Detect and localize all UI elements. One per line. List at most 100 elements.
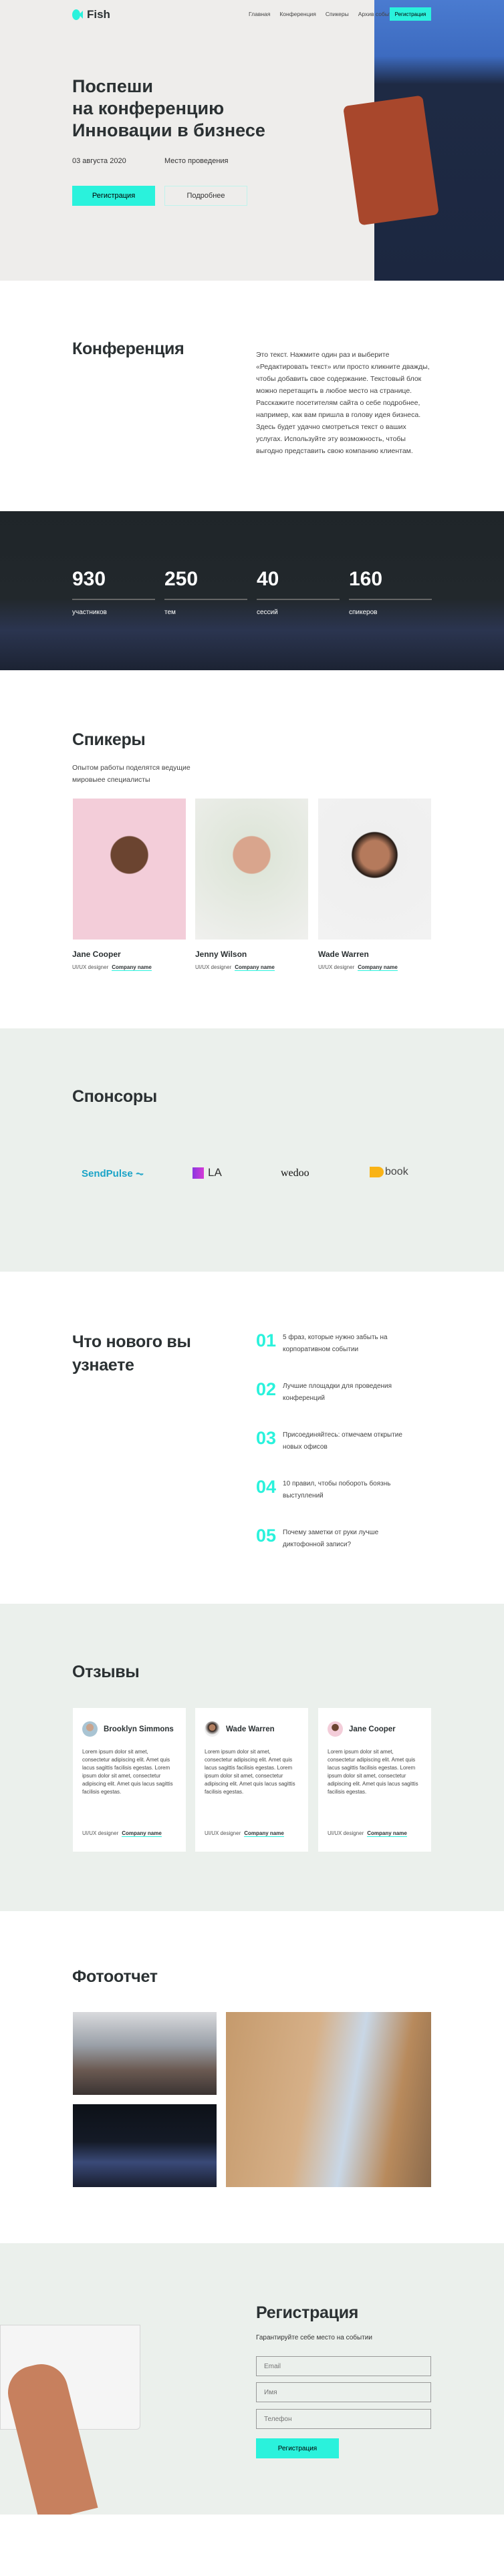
stat-item: 250 тем bbox=[164, 568, 247, 616]
review-card: Jane Cooper Lorem ipsum dolor sit amet, … bbox=[318, 1708, 431, 1852]
logo[interactable]: Fish bbox=[72, 8, 110, 21]
learn-number: 04 bbox=[256, 1477, 277, 1497]
nav-home[interactable]: Главная bbox=[249, 11, 271, 17]
phone-input[interactable] bbox=[256, 2409, 431, 2429]
review-card: Wade Warren Lorem ipsum dolor sit amet, … bbox=[195, 1708, 308, 1852]
speaker-meta: UI/UX designer Company name bbox=[318, 964, 398, 971]
avatar bbox=[82, 1721, 98, 1737]
speaker-name: Jane Cooper bbox=[72, 950, 121, 959]
reviewer-meta: UI/UX designer Company name bbox=[205, 1830, 284, 1837]
stat-item: 160 спикеров bbox=[349, 568, 432, 616]
nav-archive[interactable]: Архив событий bbox=[358, 11, 398, 17]
stat-item: 930 участников bbox=[72, 568, 155, 616]
learn-title: Что нового вы узнаете bbox=[72, 1332, 191, 1375]
stats-section: 930 участников 250 тем 40 сессий 160 спикеро… bbox=[0, 511, 504, 670]
review-text: Lorem ipsum dolor sit amet, consectetur … bbox=[82, 1749, 173, 1795]
stat-value: 40 bbox=[257, 568, 340, 600]
stat-label: сессий bbox=[257, 609, 278, 616]
reviewer-name: Brooklyn Simmons bbox=[104, 1725, 174, 1733]
speaker-name: Jenny Wilson bbox=[195, 950, 247, 959]
event-photo[interactable] bbox=[73, 2104, 217, 2187]
company-link[interactable]: Company name bbox=[112, 964, 152, 971]
speakers-subtitle: Опытом работы поделятся ведущие мировыее… bbox=[72, 764, 191, 784]
logo-text: book bbox=[385, 1166, 408, 1177]
learn-number: 03 bbox=[256, 1428, 277, 1448]
reviewer-name: Wade Warren bbox=[226, 1725, 275, 1733]
learn-text: Присоединяйтесь: отмечаем открытие новых… bbox=[283, 1431, 402, 1451]
stat-value: 160 bbox=[349, 568, 432, 600]
hero-title: Поспеши на конференцию Инновации в бизне… bbox=[72, 76, 265, 142]
sponsor-logo-book[interactable]: book bbox=[370, 1166, 408, 1178]
sponsors-section: Спонсоры SendPulse ⏦ LA wedoo book bbox=[0, 1028, 504, 1272]
registration-section: Регистрация Гарантируйте себе место на с… bbox=[0, 2243, 504, 2515]
speaker-photo bbox=[195, 799, 308, 940]
speaker-role: UI/UX designer bbox=[195, 964, 232, 970]
learn-item: 02 Лучшие площадки для проведения конфере… bbox=[256, 1379, 410, 1429]
stats-row: 930 участников 250 тем 40 сессий 160 спикеро… bbox=[72, 568, 432, 616]
event-date: 03 августа 2020 bbox=[72, 157, 126, 165]
hero-section: Fish Главная Конференция Спикеры Архив с… bbox=[0, 0, 504, 281]
learn-number: 02 bbox=[256, 1379, 277, 1399]
hero-title-line: Инновации в бизнесе bbox=[72, 120, 265, 140]
company-link[interactable]: Company name bbox=[235, 964, 275, 971]
review-text: Lorem ipsum dolor sit amet, consectetur … bbox=[205, 1749, 295, 1795]
nav-speakers[interactable]: Спикеры bbox=[325, 11, 349, 17]
speaker-card: Wade Warren UI/UX designer Company name bbox=[318, 950, 398, 971]
name-input[interactable] bbox=[256, 2382, 431, 2402]
reviewer-meta: UI/UX designer Company name bbox=[82, 1830, 162, 1837]
reviewer-meta: UI/UX designer Company name bbox=[328, 1830, 407, 1837]
review-text: Lorem ipsum dolor sit amet, consectetur … bbox=[328, 1749, 418, 1795]
learn-item: 03 Присоединяйтесь: отмечаем открытие нов… bbox=[256, 1428, 410, 1478]
speaker-name: Wade Warren bbox=[318, 950, 369, 959]
conference-section: Конференция Это текст. Нажмите один раз … bbox=[0, 281, 504, 511]
nav-conference[interactable]: Конференция bbox=[279, 11, 316, 17]
square-icon bbox=[193, 1167, 204, 1179]
review-card: Brooklyn Simmons Lorem ipsum dolor sit a… bbox=[73, 1708, 186, 1852]
stat-label: тем bbox=[164, 609, 176, 616]
stat-label: участников bbox=[72, 609, 107, 616]
speaker-meta: UI/UX designer Company name bbox=[72, 964, 152, 971]
header-register-button[interactable]: Регистрация bbox=[390, 7, 431, 21]
hero-register-button[interactable]: Регистрация bbox=[72, 186, 155, 206]
learn-number: 05 bbox=[256, 1526, 277, 1546]
avatar bbox=[328, 1721, 343, 1737]
logo-text: Fish bbox=[87, 8, 110, 21]
avatar bbox=[205, 1721, 220, 1737]
reviews-title: Отзывы bbox=[72, 1663, 140, 1681]
reviewer-role: UI/UX designer bbox=[82, 1830, 119, 1836]
event-photo[interactable] bbox=[73, 2012, 217, 2095]
learn-text: Лучшие площадки для проведения конференц… bbox=[283, 1383, 392, 1402]
pulse-icon: ⏦ bbox=[135, 1168, 144, 1179]
stat-label: спикеров bbox=[349, 609, 378, 616]
company-link[interactable]: Company name bbox=[358, 964, 398, 971]
speakers-title: Спикеры bbox=[72, 730, 146, 749]
reviewer-role: UI/UX designer bbox=[328, 1830, 364, 1836]
registration-subtitle: Гарантируйте себе место на событии bbox=[256, 2334, 372, 2341]
reviewer-name: Jane Cooper bbox=[349, 1725, 396, 1733]
sponsor-logo-wedoo[interactable]: wedoo bbox=[281, 1167, 309, 1179]
registration-submit-button[interactable]: Регистрация bbox=[256, 2438, 339, 2458]
briefcase-image bbox=[343, 95, 439, 226]
event-photo[interactable] bbox=[226, 2012, 431, 2187]
sponsor-logo-la[interactable]: LA bbox=[193, 1166, 222, 1179]
photo-report-section: Фотоотчет bbox=[0, 1911, 504, 2243]
book-icon bbox=[370, 1167, 384, 1177]
learn-text: 5 фраз, которые нужно забыть на корпорат… bbox=[283, 1334, 388, 1353]
hero-details-button[interactable]: Подробнее bbox=[164, 186, 247, 206]
company-link[interactable]: Company name bbox=[122, 1830, 162, 1837]
sponsors-title: Спонсоры bbox=[72, 1087, 157, 1106]
company-link[interactable]: Company name bbox=[367, 1830, 407, 1837]
sponsor-logo-sendpulse[interactable]: SendPulse ⏦ bbox=[82, 1168, 144, 1179]
photos-title: Фотоотчет bbox=[72, 1967, 158, 1986]
hero-title-line: Поспеши bbox=[72, 76, 153, 96]
reviewer-role: UI/UX designer bbox=[205, 1830, 241, 1836]
email-input[interactable] bbox=[256, 2356, 431, 2376]
learn-list: 01 5 фраз, которые нужно забыть на корпор… bbox=[256, 1330, 410, 1576]
main-nav: Главная Конференция Спикеры Архив событи… bbox=[249, 11, 398, 17]
speaker-card: Jenny Wilson UI/UX designer Company name bbox=[195, 950, 275, 971]
registration-title: Регистрация bbox=[256, 2303, 359, 2322]
fish-icon bbox=[72, 9, 83, 20]
learn-text: 10 правил, чтобы побороть боязнь выступл… bbox=[283, 1480, 391, 1499]
company-link[interactable]: Company name bbox=[244, 1830, 284, 1837]
event-place: Место проведения bbox=[164, 157, 229, 165]
